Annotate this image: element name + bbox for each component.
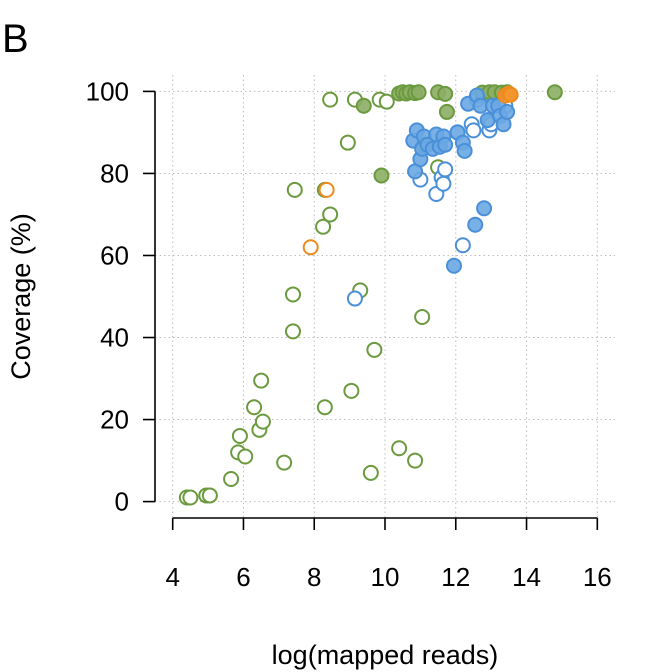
x-tick-label: 12 [441, 562, 470, 592]
green-open-circle-point [223, 471, 240, 488]
y-tick-label: 100 [86, 76, 129, 106]
blue-open-circle-point [437, 161, 454, 178]
green-filled-circle-point [410, 84, 427, 101]
y-tick-label: 80 [100, 158, 129, 188]
y-tick-label: 0 [115, 487, 129, 517]
grid-lines [155, 75, 615, 518]
y-tick-label: 40 [100, 323, 129, 353]
green-open-circle-point [362, 464, 379, 481]
blue-open-circle-point [465, 122, 482, 139]
blue-filled-circle-point [499, 103, 516, 120]
green-open-circle-point [182, 489, 199, 506]
x-tick-label: 8 [307, 562, 321, 592]
x-tick-label: 16 [583, 562, 612, 592]
x-tick-label: 4 [165, 562, 179, 592]
x-axis-label: log(mapped reads) [272, 640, 499, 670]
green-open-circle-point [246, 399, 263, 416]
data-points [178, 84, 563, 506]
green-open-circle-point [276, 454, 293, 471]
green-open-circle-point [285, 286, 301, 303]
blue-filled-circle-point [446, 257, 462, 274]
green-open-circle-point [285, 323, 301, 340]
green-filled-circle-point [546, 84, 563, 101]
green-open-circle-point [343, 382, 360, 399]
green-filled-circle-point [355, 97, 372, 114]
orange-open-circle-point [318, 181, 335, 198]
green-open-circle-point [237, 448, 254, 465]
green-filled-circle-point [438, 103, 455, 120]
green-open-circle-point [366, 341, 383, 358]
green-open-circle-point [414, 309, 431, 326]
blue-filled-circle-point [476, 200, 493, 217]
green-open-circle-point [316, 399, 333, 416]
orange-filled-circle-point [502, 86, 519, 103]
green-open-circle-point [231, 427, 248, 444]
green-open-circle-point [201, 487, 218, 504]
axes [143, 90, 599, 530]
green-open-circle-point [378, 93, 395, 110]
blue-open-circle-point [346, 290, 363, 307]
blue-filled-circle-point [467, 216, 484, 233]
green-open-circle-point [391, 440, 408, 457]
green-open-circle-point [339, 134, 356, 151]
blue-filled-circle-point [437, 136, 454, 153]
green-open-circle-point [322, 91, 339, 108]
green-open-circle-point [286, 181, 303, 198]
x-tick-label: 6 [236, 562, 250, 592]
green-open-circle-point [322, 206, 339, 223]
y-tick-label: 20 [100, 405, 129, 435]
y-axis-label: Coverage (%) [6, 213, 36, 380]
x-tick-label: 14 [512, 562, 541, 592]
blue-open-circle-point [454, 237, 471, 254]
green-open-circle-point [254, 413, 271, 430]
tick-labels: 4 6 8 10 12 14 16 0 20 40 60 80 100 [86, 76, 612, 592]
panel-label: B [2, 17, 29, 61]
green-filled-circle-point [373, 167, 390, 184]
orange-open-circle-point [302, 239, 319, 256]
blue-open-circle-point [435, 175, 452, 192]
green-open-circle-point [253, 372, 270, 389]
green-filled-circle-point [437, 85, 454, 102]
green-open-circle-point [407, 452, 424, 469]
y-tick-label: 60 [100, 240, 129, 270]
x-tick-label: 10 [371, 562, 400, 592]
green-open-circle-point [315, 218, 332, 235]
blue-filled-circle-point [456, 142, 473, 159]
